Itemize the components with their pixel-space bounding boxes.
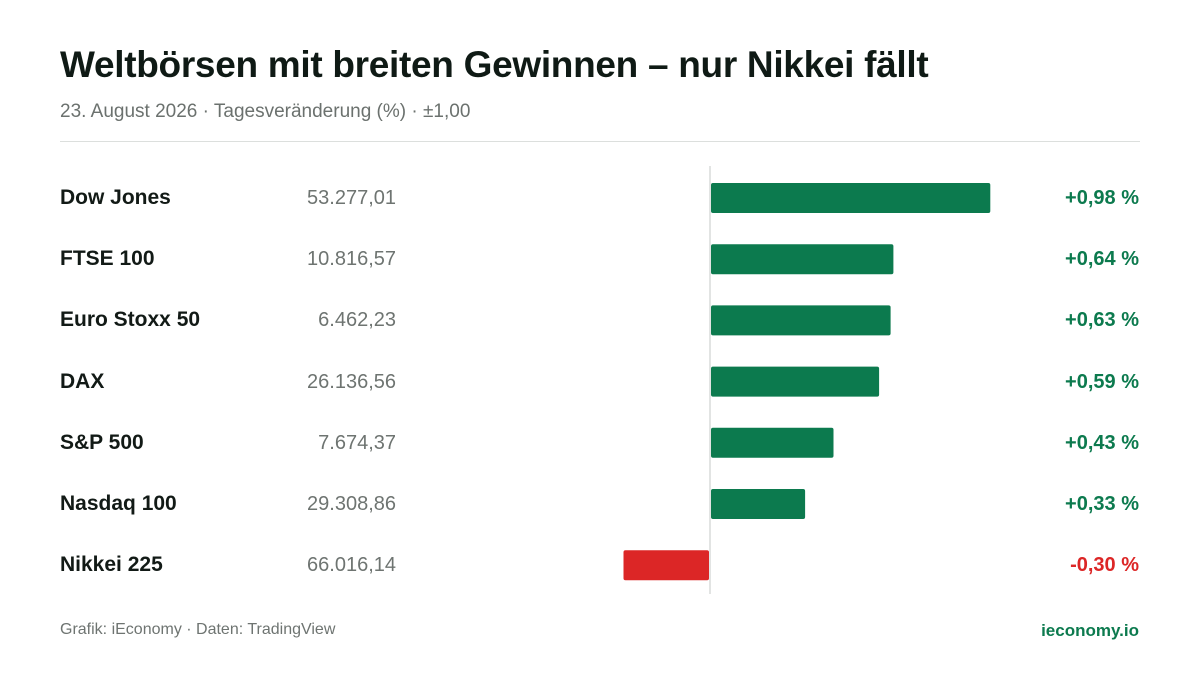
- header-divider: [60, 141, 1140, 142]
- index-name: Euro Stoxx 50: [60, 308, 201, 332]
- index-name: S&P 500: [60, 430, 144, 454]
- bar-nikkei-225: [623, 550, 709, 581]
- brand-link[interactable]: ieconomy.io: [1041, 621, 1139, 640]
- index-level: 66.016,14: [307, 554, 396, 577]
- change-value-label: +0,64 %: [1065, 248, 1139, 271]
- chart-subtitle: 23. August 2026 · Tagesveränderung (%) ·…: [60, 101, 471, 122]
- index-level: 6.462,23: [318, 309, 396, 332]
- change-value-label: +0,33 %: [1065, 493, 1139, 515]
- source-credit: Grafik: iEconomy · Daten: TradingView: [60, 621, 336, 638]
- index-name: Dow Jones: [60, 186, 171, 209]
- index-level: 26.136,56: [307, 370, 396, 393]
- index-name: FTSE 100: [60, 247, 155, 271]
- index-name: Nasdaq 100: [60, 492, 177, 515]
- index-level: 7.674,37: [318, 431, 396, 454]
- index-level: 29.308,86: [307, 493, 396, 515]
- bar-dax: [711, 366, 880, 397]
- bar-dow-jones: [711, 183, 991, 213]
- bar-s-p-500: [711, 427, 834, 458]
- chart-title: Weltbörsen mit breiten Gewinnen – nur Ni…: [60, 44, 929, 85]
- change-value-label: -0,30 %: [1070, 554, 1139, 577]
- index-level: 53.277,01: [307, 187, 396, 209]
- change-value-label: +0,59 %: [1065, 370, 1139, 393]
- index-name: Nikkei 225: [60, 553, 163, 577]
- bar-ftse-100: [711, 244, 894, 275]
- change-value-label: +0,98 %: [1065, 187, 1139, 209]
- bar-nasdaq-100: [711, 489, 806, 519]
- change-value-label: +0,63 %: [1065, 309, 1139, 332]
- index-level: 10.816,57: [307, 248, 396, 271]
- change-value-label: +0,43 %: [1065, 431, 1139, 454]
- bar-euro-stoxx-50: [711, 305, 891, 336]
- index-name: DAX: [60, 369, 105, 393]
